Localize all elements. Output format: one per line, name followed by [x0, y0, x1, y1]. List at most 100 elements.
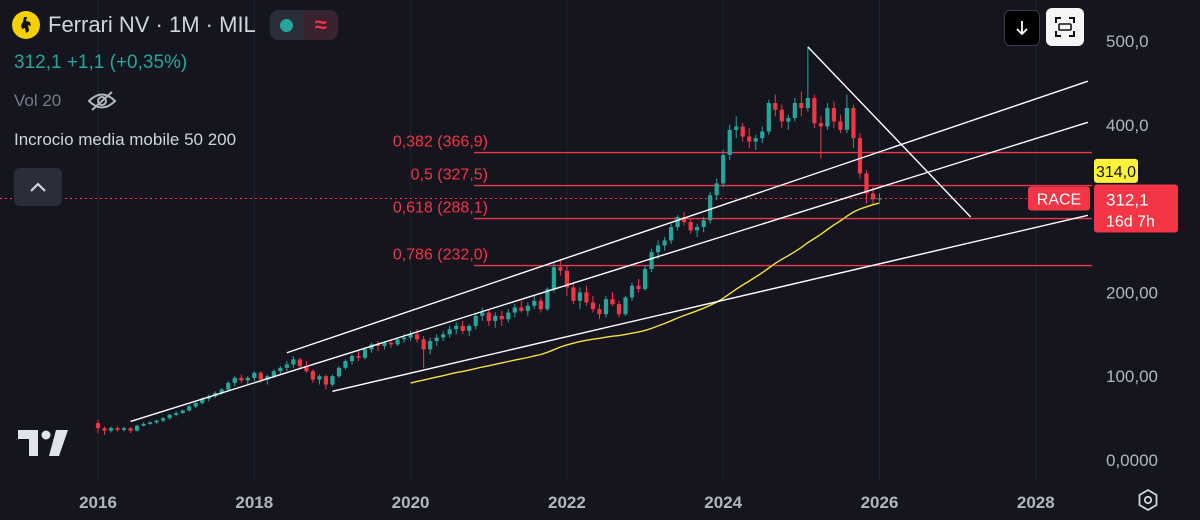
fullscreen-button[interactable]: [1046, 8, 1084, 46]
candle: [708, 195, 713, 221]
y-tick-label: 0,0000: [1106, 451, 1158, 470]
candle: [525, 305, 530, 311]
candle: [473, 315, 478, 326]
candle: [493, 315, 498, 321]
candle: [148, 422, 153, 424]
candle: [245, 377, 250, 381]
candle: [870, 193, 876, 200]
chevron-up-icon: [30, 182, 46, 192]
indicator-label[interactable]: Incrocio media mobile 50 200: [14, 130, 237, 149]
candle: [734, 126, 739, 130]
candles: [95, 46, 882, 435]
candle: [688, 222, 693, 231]
candle: [343, 361, 348, 368]
fib-level-label: 0,618 (288,1): [393, 200, 488, 217]
candle: [558, 267, 563, 271]
candle: [682, 216, 687, 223]
candle: [336, 367, 342, 377]
candle: [167, 414, 172, 419]
price-labels: 314,0 RACE 312,1 16d 7h: [1028, 158, 1178, 233]
candle: [291, 359, 296, 365]
countdown-label: 16d 7h: [1106, 213, 1155, 230]
x-tick-label: 2024: [704, 493, 742, 512]
candle: [740, 126, 745, 137]
candle: [649, 252, 654, 269]
candle: [408, 334, 413, 338]
volume-label: Vol 20: [14, 91, 62, 110]
candle: [265, 376, 270, 380]
candle: [356, 356, 361, 358]
candle: [792, 103, 797, 119]
candle: [454, 325, 459, 330]
fib-level-label: 0,5 (327,5): [411, 167, 488, 184]
candle: [512, 307, 517, 313]
symbol-title[interactable]: Ferrari NV · 1M · MIL: [48, 12, 256, 37]
candle: [95, 423, 101, 429]
candle: [121, 428, 127, 430]
candle: [401, 337, 407, 340]
candle: [330, 376, 335, 385]
candle: [219, 389, 224, 393]
candle: [317, 376, 322, 380]
settings-button[interactable]: [1136, 488, 1160, 517]
candle: [232, 377, 237, 383]
candle: [323, 376, 329, 385]
candle: [623, 297, 628, 315]
candle: [375, 344, 381, 347]
candle: [838, 121, 843, 130]
y-tick-label: 400,0: [1106, 116, 1149, 135]
candle: [239, 377, 244, 381]
candle: [388, 342, 394, 345]
current-price-label: 312,1: [1106, 190, 1149, 209]
fullscreen-icon: [1055, 17, 1075, 37]
x-tick-label: 2026: [861, 493, 899, 512]
candle: [675, 216, 680, 228]
high-price-badge: [1094, 158, 1138, 183]
candle: [226, 382, 231, 390]
market-status-icon: [269, 10, 304, 40]
candle: [349, 356, 355, 362]
candle: [193, 403, 198, 407]
candle: [499, 315, 504, 320]
status-pill[interactable]: ≈: [269, 10, 338, 40]
candle: [480, 312, 485, 316]
candle: [753, 138, 758, 142]
download-button[interactable]: [1004, 10, 1040, 46]
candle: [115, 428, 120, 430]
candle: [851, 108, 856, 139]
candle: [180, 410, 185, 414]
moving-average: [410, 202, 880, 384]
candle: [812, 97, 817, 124]
candle: [864, 173, 869, 194]
candle: [486, 312, 491, 321]
candle: [721, 154, 726, 184]
eye-off-icon[interactable]: [87, 90, 117, 112]
symbol-badge: [1028, 186, 1090, 211]
candle: [831, 108, 837, 122]
candle: [629, 285, 635, 298]
candle: [174, 413, 179, 415]
candle: [187, 406, 192, 411]
trendline: [807, 46, 972, 218]
candle: [701, 220, 706, 228]
axes: 2016 2018 2020 2022 2024 2026 2028 500,0 400,0 20…: [79, 32, 1158, 512]
trendline: [130, 121, 1089, 423]
grid: [97, 0, 1037, 480]
trendline: [286, 80, 1089, 354]
candle: [310, 371, 316, 380]
collapse-button[interactable]: [14, 168, 62, 206]
candle: [616, 304, 622, 315]
candle: [141, 423, 146, 426]
volume-legend[interactable]: Vol 20: [14, 90, 117, 112]
candle: [395, 339, 400, 345]
candle: [467, 325, 472, 331]
candle: [695, 227, 700, 231]
candle: [434, 337, 439, 342]
y-tick-label: 200,00: [1106, 283, 1158, 302]
candle: [655, 245, 661, 253]
trendlines: [130, 46, 1089, 423]
candle: [773, 103, 778, 110]
candle: [284, 364, 289, 368]
fib-level-label: 0,786 (232,0): [393, 247, 488, 264]
